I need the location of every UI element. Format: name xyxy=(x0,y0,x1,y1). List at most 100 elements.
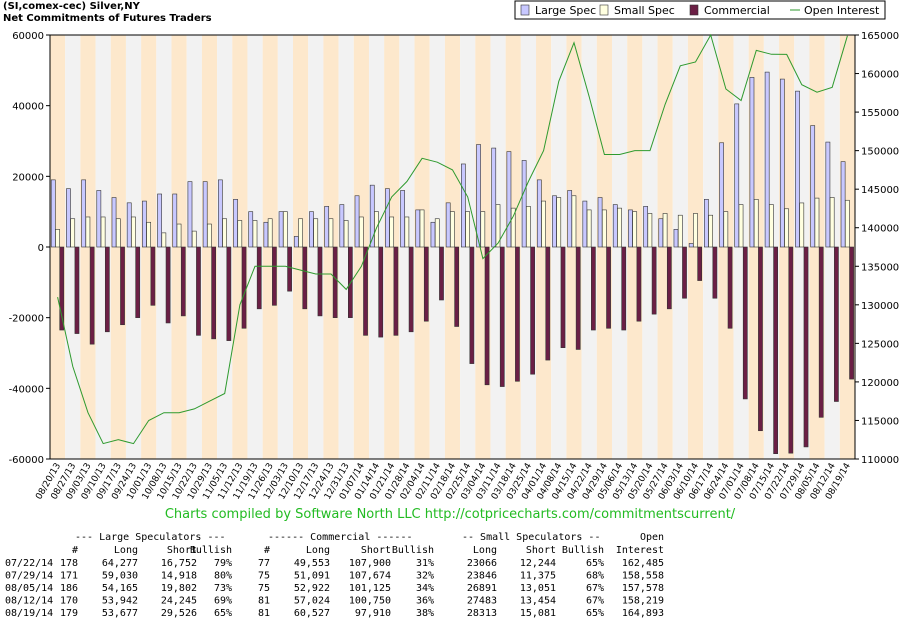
bar xyxy=(389,216,395,248)
bar xyxy=(658,218,664,248)
bar xyxy=(161,232,167,248)
table-cell: 07/22/14 xyxy=(5,558,53,569)
table-cell: 12,244 xyxy=(520,558,556,569)
column-header: Short xyxy=(526,545,556,556)
bar xyxy=(187,181,193,248)
bar xyxy=(211,246,217,340)
bar xyxy=(309,211,314,248)
bar xyxy=(96,190,102,248)
bar xyxy=(241,246,247,329)
table-cell: 16,752 xyxy=(161,558,197,569)
y2-tick-label: 145000 xyxy=(861,185,899,196)
bar xyxy=(575,246,581,350)
legend-swatch xyxy=(520,4,530,16)
y2-tick-label: 150000 xyxy=(861,147,899,158)
plot: -60000 -40000 -20000 0 20000 40000 60000 110000… xyxy=(9,0,899,502)
bar xyxy=(510,207,516,248)
bar xyxy=(536,179,542,248)
y2-tick-label: 140000 xyxy=(861,224,899,235)
y-tick-label: 20000 xyxy=(12,172,44,183)
bar xyxy=(434,218,440,248)
bar xyxy=(217,179,223,248)
bar xyxy=(81,179,86,248)
bar xyxy=(719,142,724,248)
legend-label: Large Spec xyxy=(535,4,596,17)
bar xyxy=(526,206,531,248)
bar xyxy=(530,246,535,375)
bar xyxy=(742,246,748,400)
table-cell: 67% xyxy=(586,583,604,594)
bar xyxy=(506,151,512,248)
bar xyxy=(135,246,141,318)
table-cell: 28313 xyxy=(467,608,497,619)
bar xyxy=(612,204,618,248)
table-cell: 75 xyxy=(258,583,270,594)
bar xyxy=(74,246,80,334)
table-cell: 65% xyxy=(214,608,232,619)
bar xyxy=(237,220,243,248)
bar xyxy=(521,160,527,248)
group-header: ------ Commercial ------ xyxy=(268,532,413,543)
bar xyxy=(682,246,687,299)
bar xyxy=(484,246,490,386)
legend: Large Spec Small Spec Commercial Open Inter… xyxy=(514,0,886,20)
bar xyxy=(643,206,648,248)
table-cell: 08/19/14 xyxy=(5,608,53,619)
table-cell: 51,091 xyxy=(294,571,330,582)
table-cell: 77 xyxy=(258,558,270,569)
bar xyxy=(50,179,56,248)
bar xyxy=(666,246,672,310)
chart-subtitle: Net Commitments of Futures Traders xyxy=(3,13,212,24)
bar xyxy=(693,213,698,248)
legend-label: Commercial xyxy=(704,4,770,17)
credit: Charts compiled by Software North LLC ht… xyxy=(165,507,736,522)
bar xyxy=(180,246,186,317)
table-cell: 164,893 xyxy=(622,608,664,619)
bar xyxy=(176,223,182,248)
table-cell: 80% xyxy=(214,571,232,582)
bar xyxy=(764,71,770,248)
bar xyxy=(803,246,809,448)
table-cell: 23846 xyxy=(467,571,497,582)
bar xyxy=(834,246,839,402)
bar xyxy=(66,188,71,248)
y2-tick-label: 120000 xyxy=(861,378,899,389)
table-cell: 69% xyxy=(214,596,232,607)
bar xyxy=(515,246,520,382)
bar xyxy=(248,211,254,248)
y-tick-label: 0 xyxy=(38,243,44,254)
bar xyxy=(677,214,683,248)
table-cell: 179 xyxy=(60,608,78,619)
y-tick-label: -40000 xyxy=(9,384,44,395)
bar xyxy=(582,200,588,248)
bar xyxy=(465,211,470,248)
table-cell: 08/05/14 xyxy=(5,583,53,594)
bar xyxy=(461,163,466,248)
bar xyxy=(818,246,824,418)
table-cell: 158,558 xyxy=(622,571,664,582)
table-cell: 29,526 xyxy=(161,608,197,619)
bar xyxy=(120,246,125,326)
y2-tick-label: 165000 xyxy=(861,31,899,42)
bar xyxy=(567,190,573,248)
group-header: --- Large Speculators --- xyxy=(75,532,226,543)
table-cell: 14,918 xyxy=(161,571,197,582)
bar xyxy=(688,243,694,248)
bar xyxy=(363,246,368,336)
table-cell: 57,024 xyxy=(294,596,330,607)
table-cell: 19,802 xyxy=(161,583,197,594)
bar xyxy=(298,218,303,248)
bar xyxy=(704,199,709,248)
bar xyxy=(142,200,147,248)
bar xyxy=(601,209,607,248)
bar xyxy=(552,195,557,248)
table-cell: 27483 xyxy=(467,596,497,607)
bar xyxy=(597,197,603,248)
bar xyxy=(779,78,785,248)
table-cell: 68% xyxy=(586,571,604,582)
bar xyxy=(773,246,778,454)
bar xyxy=(480,211,486,248)
bar xyxy=(591,246,596,331)
bar xyxy=(651,246,657,315)
bar xyxy=(70,218,76,248)
